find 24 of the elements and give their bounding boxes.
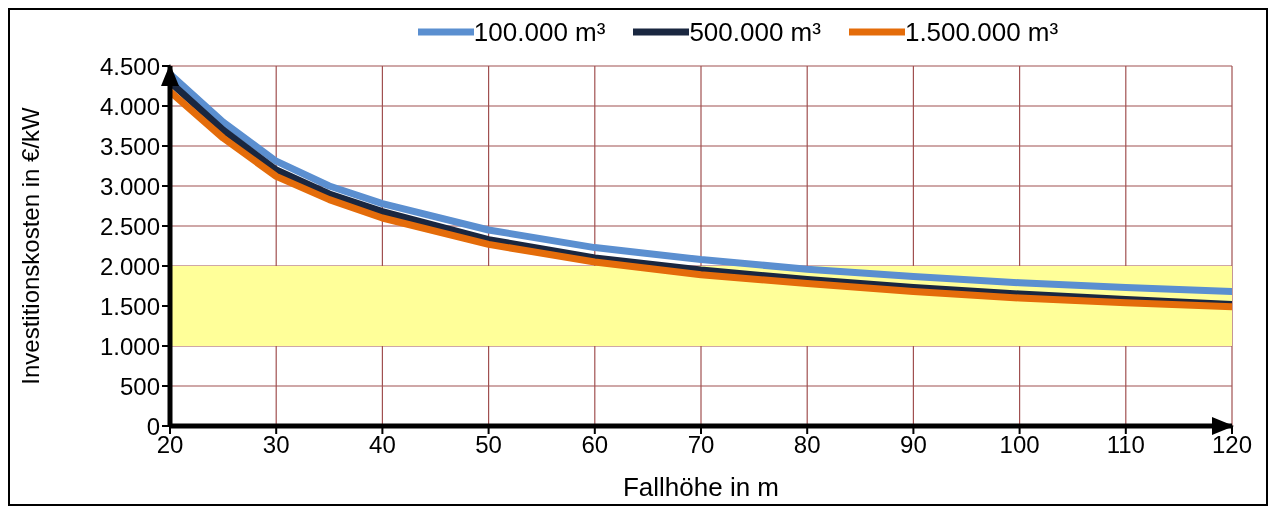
- y-tick-label: 1.500: [99, 292, 160, 320]
- y-tick-label: 3.500: [99, 132, 160, 160]
- x-tick-label: 100: [999, 431, 1040, 459]
- y-tick-label: 4.500: [99, 52, 160, 80]
- legend-label: 100.000 m³: [473, 16, 606, 48]
- x-tick-label: 60: [581, 431, 609, 459]
- x-tick-label: 80: [793, 431, 821, 459]
- y-tick-label: 3.000: [99, 172, 160, 200]
- y-tick-label: 2.000: [99, 252, 160, 280]
- y-tick-label: 1.000: [99, 332, 160, 360]
- x-tick-label: 110: [1106, 431, 1145, 459]
- x-tick-label: 40: [369, 431, 396, 459]
- x-tick-label: 70: [687, 431, 715, 459]
- y-tick-label: 4.000: [99, 92, 160, 120]
- legend-label: 500.000 m³: [689, 16, 821, 48]
- x-tick-label: 50: [475, 431, 502, 459]
- y-axis-title: Investitionskosten in €/kW: [16, 106, 44, 385]
- legend-label: 1.500.000 m³: [904, 16, 1059, 48]
- y-tick-label: 500: [119, 372, 160, 400]
- x-tick-label: 30: [262, 431, 290, 459]
- y-tick-label: 2.500: [99, 212, 160, 240]
- x-tick-label: 120: [1211, 431, 1253, 459]
- x-axis-title: Fallhöhe in m: [622, 472, 780, 502]
- x-tick-label: 90: [900, 431, 927, 459]
